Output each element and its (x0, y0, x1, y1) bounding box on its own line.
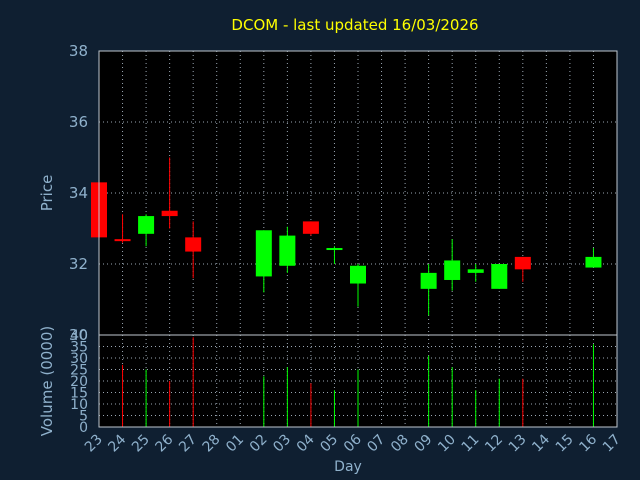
x-tick-label: 27 (176, 432, 200, 456)
candle-body (279, 235, 296, 266)
x-tick-label: 11 (459, 432, 483, 456)
x-tick-label: 01 (223, 432, 247, 456)
x-tick-label: 25 (129, 432, 153, 456)
x-tick-label: 02 (247, 432, 271, 456)
candle-body (420, 272, 437, 289)
x-tick-label: 16 (576, 431, 600, 455)
volume-tick-label: 15 (70, 386, 88, 402)
candles (91, 157, 602, 316)
x-axis-label: Day (334, 459, 362, 475)
candle-body (444, 260, 461, 280)
x-tick-label: 17 (600, 432, 624, 456)
x-tick-label: 04 (294, 431, 318, 455)
price-tick-label: 38 (69, 42, 88, 60)
volume-tick-label: 20 (70, 374, 88, 390)
candle-body (585, 256, 602, 268)
candle-body (255, 230, 272, 277)
candle-body (138, 216, 155, 234)
x-tick-label: 09 (412, 432, 436, 456)
price-axis-ticks: 30 32 34 36 38 (69, 42, 88, 344)
x-axis-ticks: 23 24 25 26 27 28 01 02 03 04 05 06 07 08 09 10 11 12 13 14… (82, 431, 624, 455)
x-tick-label: 28 (200, 432, 224, 456)
x-tick-label: 10 (435, 432, 459, 456)
price-axis-label: Price (38, 175, 56, 212)
volume-plot-border (98, 334, 618, 428)
x-tick-label: 05 (317, 432, 341, 456)
price-tick-label: 36 (69, 113, 88, 131)
volume-axis-label: Volume (0000) (38, 326, 56, 436)
volume-tick-label: 35 (70, 340, 88, 356)
candle-body (185, 237, 202, 252)
volume-tick-label: 10 (70, 397, 88, 413)
x-tick-label: 03 (270, 432, 294, 456)
x-tick-label: 13 (506, 432, 530, 456)
price-tick-label: 34 (69, 184, 88, 202)
volume-tick-label: 30 (70, 351, 88, 367)
x-tick-label: 12 (482, 432, 506, 456)
x-tick-label: 07 (364, 432, 388, 456)
candle-body (350, 265, 366, 284)
candle-body (491, 264, 508, 289)
chart-title: DCOM - last updated 16/03/2026 (231, 16, 478, 34)
volume-tick-label: 5 (79, 409, 88, 425)
candle-body (161, 210, 178, 217)
candle-body (514, 256, 531, 270)
candle-body (467, 269, 484, 273)
x-tick-label: 26 (153, 431, 177, 455)
candle-body (114, 239, 131, 242)
x-tick-label: 06 (341, 431, 365, 455)
x-tick-label: 24 (105, 431, 129, 455)
price-grid (99, 51, 617, 335)
x-tick-label: 14 (529, 431, 553, 455)
volume-tick-label: 0 (79, 420, 88, 436)
price-tick-label: 30 (69, 326, 88, 344)
candle-body (302, 221, 319, 234)
price-tick-label: 32 (69, 255, 88, 273)
x-tick-label: 08 (388, 432, 412, 456)
volume-tick-label: 40 (70, 328, 88, 344)
volume-tick-label: 25 (70, 363, 88, 379)
x-tick-label: 15 (553, 432, 577, 456)
candle-body (326, 248, 343, 251)
